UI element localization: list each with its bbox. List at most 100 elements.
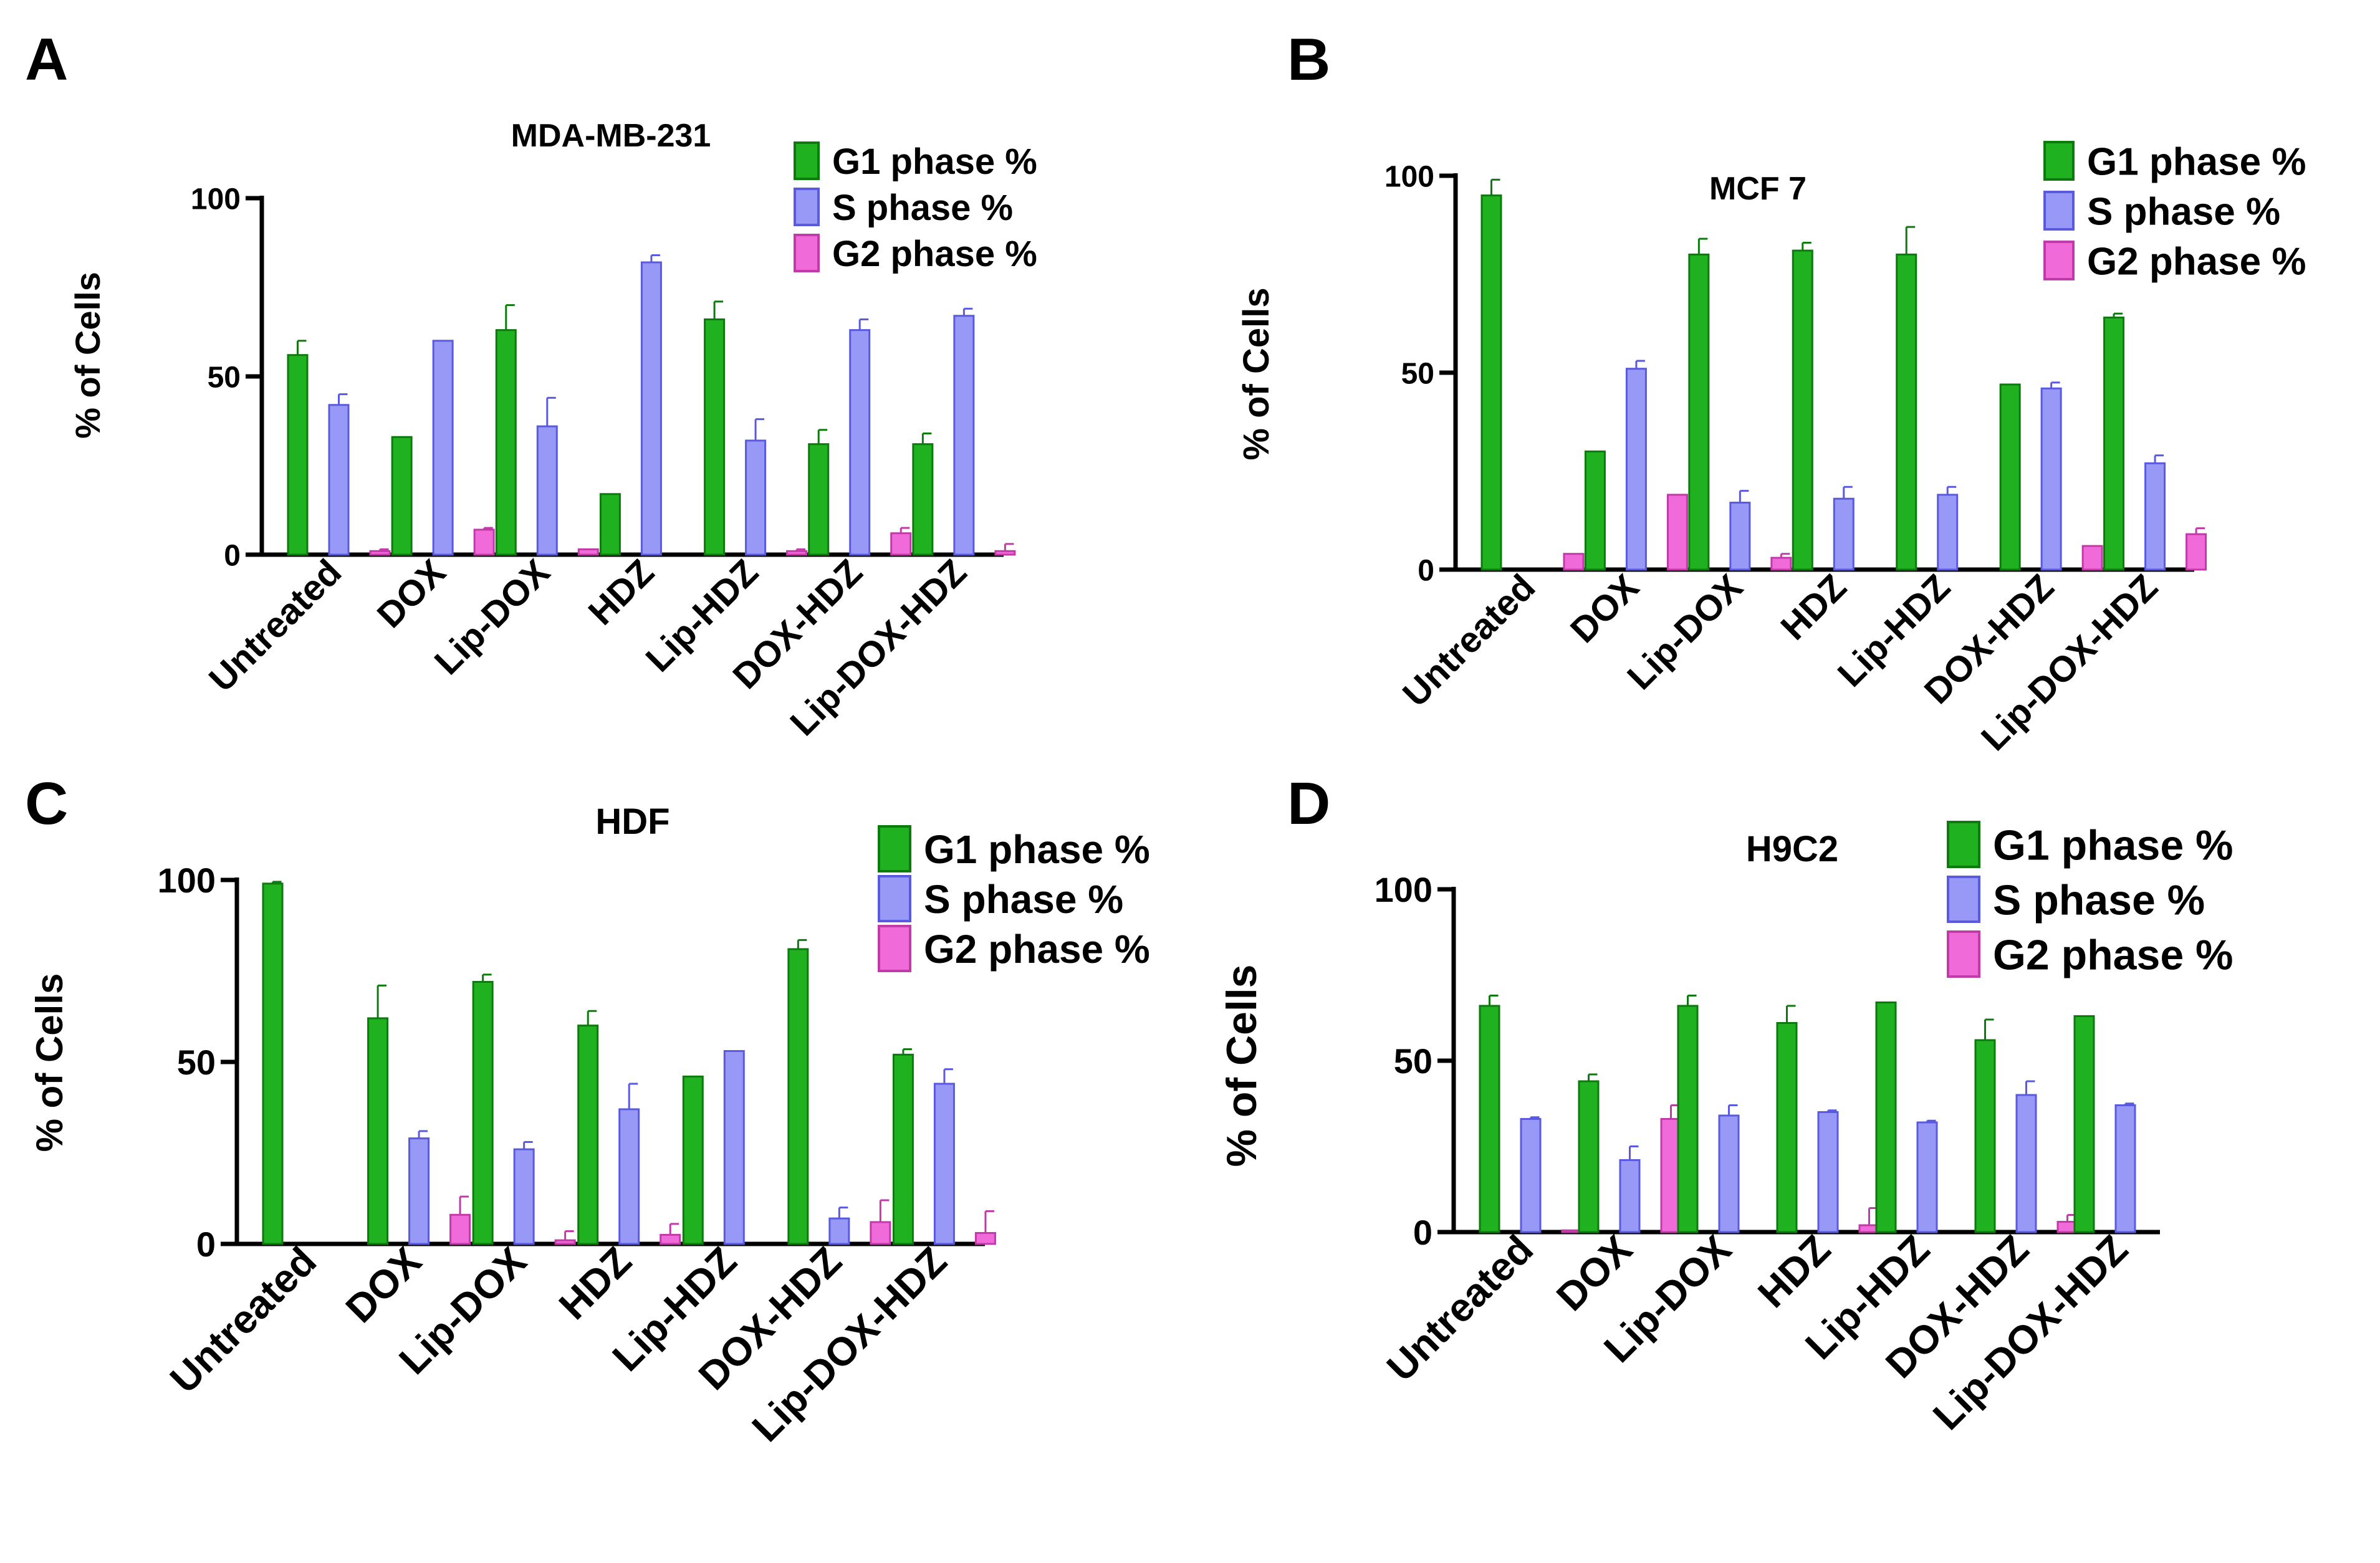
bar-g1-5: [808, 443, 830, 556]
chart-title: H9C2: [1746, 829, 1838, 869]
bar-g1-4: [704, 318, 726, 556]
bar-s-1: [408, 1137, 430, 1245]
bar-s-3: [1833, 497, 1855, 571]
bar-g1-6: [912, 443, 934, 556]
bar-g2-1: [449, 1213, 471, 1245]
bar-g2-2: [1770, 557, 1792, 571]
x-tick-label: DOX: [1563, 566, 1647, 651]
bar-s-0: [328, 404, 350, 556]
bar-s-6: [933, 1083, 955, 1245]
bar-g2-3: [660, 1233, 681, 1245]
bar-s-4: [1937, 494, 1959, 571]
bar-g1-5: [1974, 1039, 1996, 1233]
y-tick-label: 100: [1384, 160, 1434, 193]
bar-s-1: [1619, 1159, 1641, 1233]
bar-g1-2: [1688, 253, 1710, 571]
x-tick-label: Untreated: [1378, 1226, 1542, 1390]
bar-g2-6: [2186, 533, 2207, 571]
legend-label-g2: G2 phase %: [2087, 240, 2306, 283]
bar-g2-4: [786, 550, 808, 556]
legend-swatch-g2: [2043, 241, 2075, 280]
bar-g1-0: [1480, 194, 1502, 571]
legend-label-s: S phase %: [2087, 190, 2280, 233]
legend-swatch-g1: [878, 825, 911, 872]
panel-letter: D: [1287, 770, 1330, 837]
bar-s-3: [618, 1108, 640, 1245]
x-tick-label: DOX: [370, 552, 454, 636]
bar-g2-0: [369, 550, 391, 556]
legend-swatch-g2: [1947, 930, 1980, 978]
y-tick-label: 0: [196, 1225, 216, 1264]
x-tick-label: HDZ: [550, 1238, 640, 1328]
y-tick-label: 0: [1413, 1213, 1432, 1252]
x-tick-label: Untreated: [201, 552, 349, 699]
bar-s-5: [828, 1217, 850, 1245]
y-tick-label: 100: [158, 861, 216, 900]
legend-swatch-g1: [794, 141, 820, 180]
bar-g1-4: [682, 1075, 704, 1245]
y-tick-label: 50: [177, 1043, 216, 1082]
y-tick-label: 50: [208, 361, 241, 394]
bar-g1-1: [1584, 450, 1606, 571]
legend-label-g1: G1 phase %: [832, 141, 1037, 182]
legend-swatch-g1: [2043, 141, 2075, 181]
bar-s-0: [1520, 1118, 1542, 1233]
x-tick-label: Lip-DOX-HDZ: [782, 552, 974, 743]
bar-s-6: [2144, 462, 2166, 571]
panel-letter: C: [25, 770, 68, 837]
legend-label-g2: G2 phase %: [1993, 931, 2234, 978]
legend-swatch-s: [878, 875, 911, 922]
chart-title: HDF: [595, 801, 669, 842]
bar-g1-0: [287, 354, 309, 556]
legend-swatch-g2: [878, 925, 911, 972]
y-axis-label: % of Cells: [29, 973, 70, 1152]
legend-swatch-s: [1947, 876, 1980, 923]
bar-g2-5: [2081, 545, 2103, 571]
x-tick-label: DOX: [337, 1238, 430, 1331]
y-axis-label: % of Cells: [1218, 965, 1265, 1167]
bar-g1-1: [367, 1017, 389, 1245]
x-tick-label: Untreated: [1395, 566, 1543, 714]
chart-title: MCF 7: [1709, 171, 1807, 207]
y-tick-label: 50: [1394, 1041, 1432, 1081]
bar-s-4: [1916, 1121, 1938, 1233]
legend-label-g2: G2 phase %: [924, 927, 1150, 972]
y-tick-label: 100: [1375, 870, 1432, 909]
y-axis-label: % of Cells: [1236, 287, 1277, 460]
bar-g2-6: [974, 1231, 996, 1245]
bar-g1-0: [262, 882, 284, 1245]
bar-g2-5: [870, 1221, 891, 1245]
bar-g1-4: [1896, 253, 1917, 571]
bar-g2-5: [890, 532, 912, 556]
legend-swatch-s: [794, 188, 820, 226]
x-tick-label: DOX: [1548, 1226, 1641, 1319]
bar-g1-4: [1875, 1001, 1897, 1233]
legend-label-s: S phase %: [924, 877, 1123, 922]
bar-s-6: [2114, 1104, 2136, 1233]
panel-letter: B: [1287, 26, 1330, 93]
bar-g2-1: [1666, 494, 1688, 571]
bar-g2-2: [554, 1239, 576, 1245]
bar-g1-3: [1792, 249, 1813, 571]
bar-g1-3: [577, 1025, 599, 1245]
legend-label-g1: G1 phase %: [1993, 821, 2234, 869]
legend-label-s: S phase %: [1993, 876, 2205, 924]
legend-label-g2: G2 phase %: [832, 234, 1037, 274]
bar-s-6: [953, 315, 975, 556]
bar-g1-0: [1479, 1005, 1500, 1233]
bar-s-2: [513, 1148, 535, 1245]
bar-g2-6: [994, 550, 1016, 556]
bar-s-4: [745, 439, 767, 556]
bar-g1-1: [1578, 1080, 1600, 1233]
bar-s-2: [1718, 1114, 1740, 1233]
bar-s-5: [849, 329, 871, 556]
chart-title: MDA-MB-231: [511, 118, 711, 154]
bar-g1-6: [892, 1053, 914, 1245]
bar-s-2: [1729, 502, 1751, 571]
bar-g1-5: [1999, 383, 2021, 571]
legend-label-g1: G1 phase %: [924, 827, 1150, 872]
